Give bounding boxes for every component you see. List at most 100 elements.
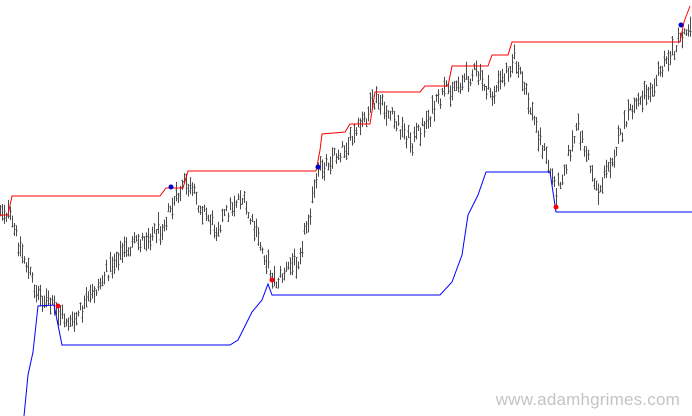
price-bar [351,135,354,146]
price-bar [559,181,562,190]
price-bar [409,132,412,153]
price-bar [517,61,520,78]
price-bar [251,213,254,223]
price-bar [361,111,364,128]
price-bar [487,75,490,90]
price-bar [203,204,206,213]
price-bar [683,28,686,35]
price-bar [239,190,242,210]
price-bar [645,84,648,106]
price-bar [491,91,494,106]
price-bar [515,61,518,74]
price-bar [433,100,436,122]
price-bar [165,216,168,231]
price-bar [535,116,538,133]
price-bar [347,137,350,156]
price-bar [303,222,306,235]
price-bar [289,257,292,276]
price-bar [529,107,532,115]
price-bar [283,267,286,281]
price-bar [519,66,522,75]
price-bar [105,259,108,273]
price-bar [207,214,210,222]
price-bar [111,256,114,279]
price-bar [459,82,462,94]
price-bar [403,123,406,140]
watermark-text: www.adamhgrimes.com [495,390,680,409]
price-bar [177,192,180,204]
price-bar [415,122,418,140]
price-bar [465,61,468,80]
price-bar [547,159,550,174]
price-bar [463,73,466,83]
price-bar [435,94,438,102]
price-bar [411,143,414,156]
price-bar [161,223,164,241]
price-bar [249,218,252,225]
price-bar [509,65,512,78]
price-bar [259,241,262,251]
price-bar [173,196,176,206]
price-bar [189,177,192,195]
price-bar [495,84,498,93]
price-bar [297,261,300,270]
price-bar [51,295,54,306]
price-bar [501,68,504,84]
price-bar [1,203,4,221]
price-bar [151,226,154,241]
price-bar [233,195,236,217]
price-bar [591,165,594,182]
price-bar [323,162,326,181]
price-bar [321,159,324,180]
price-bar [553,176,556,188]
price-bar [569,149,572,162]
price-bar [417,124,420,132]
price-bar [131,236,134,248]
price-bar [0,205,2,217]
price-bar [265,254,268,275]
price-bar [665,56,668,65]
price-bar [461,74,464,91]
price-bar [25,262,28,273]
price-bar [381,94,384,106]
price-bar [437,89,440,104]
price-bar [281,273,284,283]
price-bar [35,285,38,303]
price-bar [451,81,454,101]
price-bar [649,82,652,103]
price-bar [171,197,174,220]
price-bar [575,122,578,131]
price-bar [673,51,676,60]
price-bar [431,95,434,114]
price-bar [541,144,544,160]
price-bar [377,93,380,110]
price-bar [373,102,376,110]
price-bar [659,65,662,77]
price-bar [97,278,100,291]
price-bar [599,185,602,193]
price-bar [237,193,240,201]
price-bar [319,156,322,171]
price-bar [65,318,68,327]
price-bar [293,248,296,266]
price-bar [235,200,238,208]
price-bar [615,146,618,156]
price-bar [565,164,568,175]
price-bar [315,173,318,189]
price-bar [255,218,258,238]
price-bar [29,266,32,276]
price-bar [511,54,514,74]
price-bar [19,236,22,257]
price-bar [287,261,290,270]
price-bar [651,84,654,97]
price-bar [95,289,98,297]
price-bar [629,103,632,111]
price-bar [47,290,50,306]
price-bar [67,317,70,331]
price-bar [527,92,530,115]
price-bar [471,69,474,82]
price-bar [253,221,256,242]
price-bar [7,200,10,219]
price-bar [525,83,528,96]
price-bar [59,305,62,326]
